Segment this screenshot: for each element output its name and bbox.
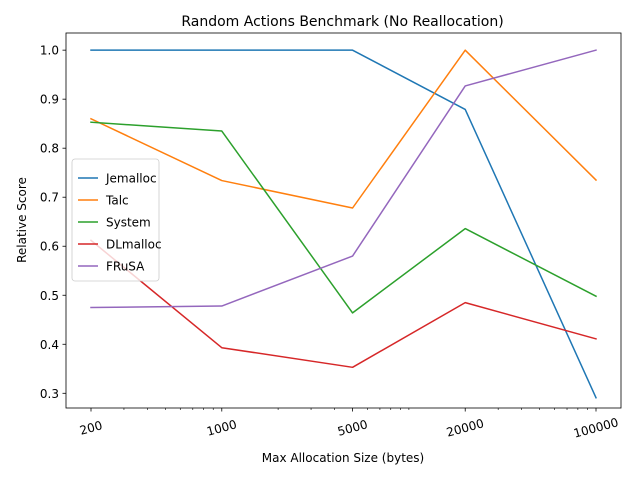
legend-label: System (106, 216, 151, 230)
plot-frame (65, 32, 622, 409)
y-tick-label: 0.6 (40, 240, 59, 254)
x-tick-label: 100000 (572, 415, 620, 440)
y-tick-label: 0.4 (40, 338, 59, 352)
x-axis-label: Max Allocation Size (bytes) (262, 451, 424, 465)
y-tick-label: 0.8 (40, 142, 59, 156)
series-line-frusa (90, 49, 597, 309)
plot-area (89, 49, 598, 399)
legend: Jemalloc Talc System DLmalloc FRuSA (71, 158, 162, 282)
legend-label: Jemalloc (105, 172, 157, 186)
series-line-jemalloc (90, 49, 597, 399)
y-axis-label: Relative Score (15, 177, 29, 263)
y-tick-label: 1.0 (40, 44, 59, 58)
legend-label: FRuSA (106, 260, 145, 274)
y-tick-label: 0.9 (40, 93, 59, 107)
x-axis: 200 1000 5000 20000 100000 (78, 408, 620, 441)
y-tick-label: 0.3 (40, 387, 59, 401)
x-tick-label: 5000 (336, 417, 369, 438)
x-tick-label: 20000 (445, 416, 486, 439)
legend-label: DLmalloc (106, 238, 162, 252)
legend-label: Talc (105, 194, 129, 208)
chart-title: Random Actions Benchmark (No Reallocatio… (181, 14, 503, 30)
series-line-talc (90, 49, 598, 209)
y-tick-label: 0.5 (40, 289, 59, 303)
y-axis: 0.3 0.4 0.5 0.6 0.7 0.8 0.9 1.0 (40, 44, 66, 401)
y-tick-label: 0.7 (40, 191, 59, 205)
legend-box (71, 158, 160, 282)
x-tick-label: 1000 (205, 417, 238, 438)
series-line-system (90, 121, 598, 314)
series-line-dlmalloc (89, 239, 597, 369)
x-tick-label: 200 (78, 418, 104, 437)
